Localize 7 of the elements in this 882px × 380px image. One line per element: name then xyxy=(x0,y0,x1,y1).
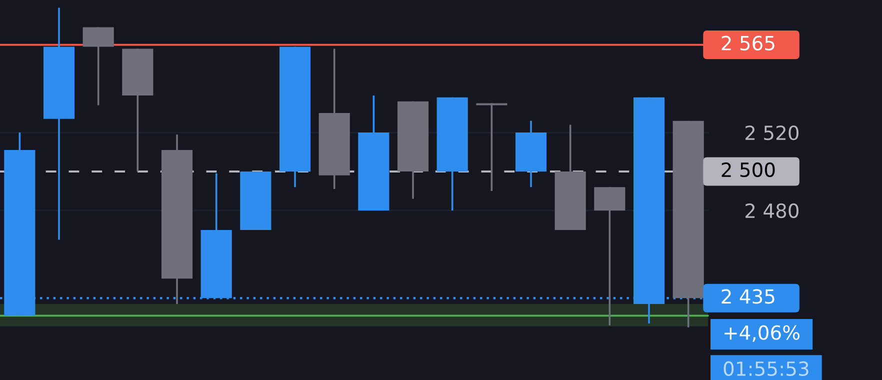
y-tick-label: 2 520 xyxy=(746,125,798,140)
ref-line-label: 2 500 xyxy=(722,162,775,178)
y-tick-label: 2 480 xyxy=(746,203,798,218)
text: 01:55:53 xyxy=(724,361,808,376)
text: +4,06% xyxy=(724,325,800,342)
ref-line-label: 2 435 xyxy=(722,289,774,304)
ref-line-label: 2 565 xyxy=(722,36,774,50)
